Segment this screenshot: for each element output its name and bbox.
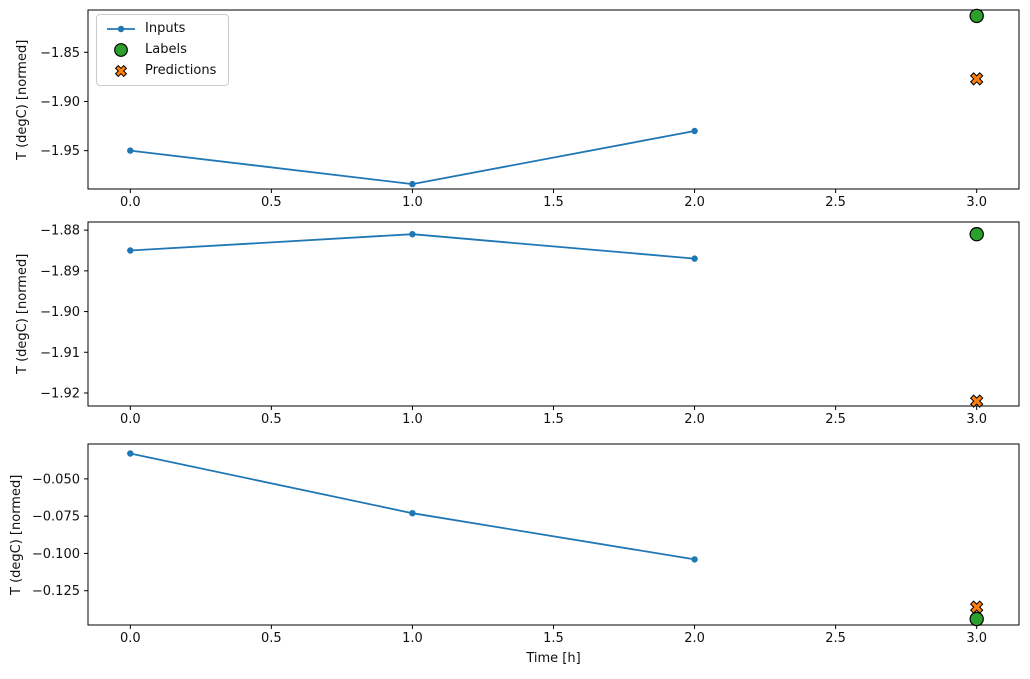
x-tick-label: 0.0	[120, 631, 141, 646]
x-tick-label: 1.5	[543, 631, 564, 646]
series-inputs-point	[127, 147, 134, 154]
y-tick-label: −0.100	[32, 547, 80, 562]
series-inputs-point	[691, 556, 698, 563]
subplot-1: 0.0 0.5 1.0 1.5 2.0 2.5 3.0 −1.85 −1.90 −1.95	[40, 8, 1020, 210]
x-tick-label: 3.0	[966, 195, 987, 210]
x-tick-label: 0.5	[261, 631, 282, 646]
series-labels-marker	[969, 8, 984, 24]
y-tick-label: −1.88	[40, 224, 80, 239]
x-axis-label: Time [h]	[526, 651, 581, 666]
x-tick-label: 2.5	[825, 412, 846, 427]
legend-item-predictions: Predictions	[106, 63, 216, 79]
x-tick-label: 3.0	[966, 412, 987, 427]
x-tick-label: 1.5	[543, 195, 564, 210]
series-predictions-marker	[969, 72, 984, 86]
series-labels-marker	[969, 611, 984, 627]
series-inputs-point	[691, 255, 698, 262]
legend: Inputs Labels Predictions	[96, 14, 230, 86]
y-tick-label: −1.90	[40, 95, 80, 110]
y-axis-label-subplot-2: T (degC) [normed]	[15, 253, 30, 375]
axes-frame	[87, 443, 1020, 626]
line-dot-icon	[106, 21, 136, 37]
legend-label-labels: Labels	[145, 42, 187, 57]
series-inputs-line	[130, 233, 695, 260]
x-tick-label: 2.0	[684, 631, 705, 646]
legend-item-inputs: Inputs	[106, 21, 216, 37]
series-inputs-point	[127, 247, 134, 254]
series-inputs-point	[409, 231, 416, 238]
y-tick-label: −1.92	[40, 386, 80, 401]
x-tick-label: 2.5	[825, 631, 846, 646]
x-tick-label: 0.0	[120, 195, 141, 210]
series-predictions-marker	[969, 600, 984, 614]
x-tick-label: 2.5	[825, 195, 846, 210]
y-tick-label: −0.075	[32, 510, 80, 525]
y-tick-label: −0.125	[32, 584, 80, 599]
y-tick-label: −1.90	[40, 305, 80, 320]
legend-label-predictions: Predictions	[145, 63, 217, 78]
subplot-3: 0.0 0.5 1.0 1.5 2.0 2.5 3.0 −0.050 −0.075 −0.100 −…	[32, 443, 1020, 646]
x-tick-label: 0.5	[261, 195, 282, 210]
series-inputs-point	[127, 450, 134, 457]
x-tick-label: 1.5	[543, 412, 564, 427]
y-tick-label: −1.85	[40, 46, 80, 61]
x-tick-label: 0.5	[261, 412, 282, 427]
legend-label-inputs: Inputs	[145, 21, 186, 36]
legend-item-labels: Labels	[106, 42, 216, 58]
series-inputs-point	[409, 180, 416, 188]
series-labels-marker	[969, 226, 984, 242]
series-inputs-point	[691, 127, 698, 135]
y-axis-label-subplot-1: T (degC) [normed]	[15, 39, 30, 160]
x-marker-icon	[106, 63, 136, 79]
series-inputs-point	[409, 510, 416, 517]
subplot-2: 0.0 0.5 1.0 1.5 2.0 2.5 3.0 −1.88 −1.89 −1.90 −1.9…	[40, 221, 1020, 427]
series-inputs-line	[130, 452, 695, 561]
y-axis-label-subplot-3: T (degC) [normed]	[9, 474, 24, 595]
axes-frame	[87, 221, 1020, 407]
y-tick-label: −1.89	[40, 264, 80, 279]
circle-marker-icon	[106, 42, 136, 58]
x-tick-label: 1.0	[402, 631, 423, 646]
x-tick-label: 1.0	[402, 412, 423, 427]
x-tick-label: 0.0	[120, 412, 141, 427]
y-tick-label: −0.050	[32, 472, 80, 487]
x-tick-label: 1.0	[402, 195, 423, 210]
y-tick-label: −1.95	[40, 144, 80, 159]
y-tick-label: −1.91	[40, 346, 80, 361]
series-predictions-marker	[969, 394, 984, 408]
x-tick-label: 2.0	[684, 195, 705, 210]
x-tick-label: 3.0	[966, 631, 987, 646]
x-tick-label: 2.0	[684, 412, 705, 427]
series-inputs-line	[130, 130, 695, 186]
